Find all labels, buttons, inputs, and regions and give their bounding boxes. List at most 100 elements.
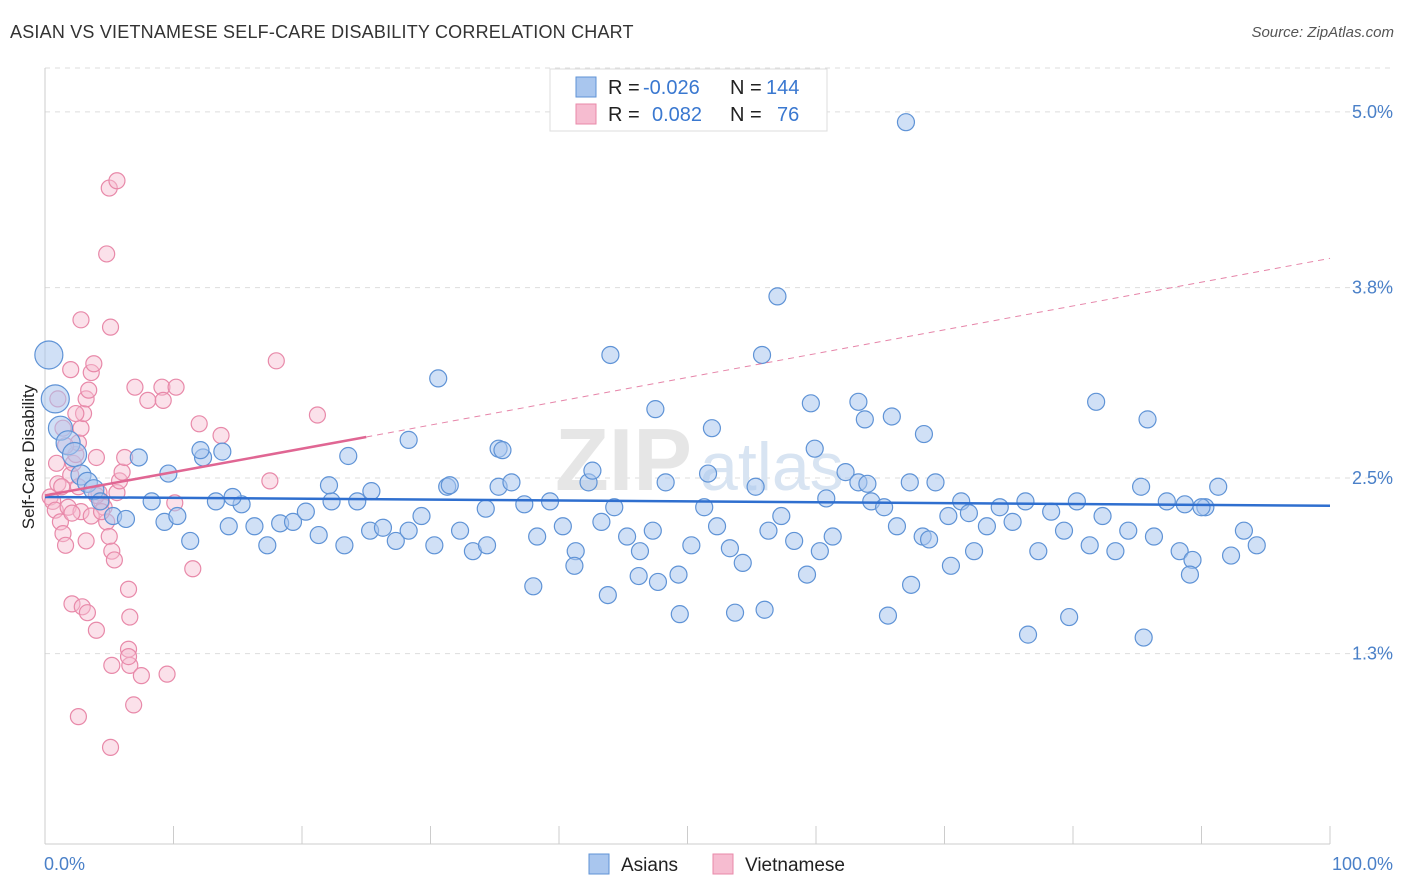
source-label: Source: ZipAtlas.com bbox=[1251, 24, 1394, 41]
asian-point bbox=[598, 585, 617, 605]
asian-point bbox=[1042, 502, 1061, 521]
asian-point bbox=[1134, 628, 1153, 647]
asian-point bbox=[669, 565, 688, 584]
asian-point bbox=[450, 521, 470, 540]
asian-point bbox=[283, 512, 303, 531]
asian-point bbox=[630, 542, 650, 561]
vietnamese-point bbox=[267, 352, 285, 370]
vietnamese-point bbox=[100, 527, 118, 546]
asian-point bbox=[219, 517, 238, 536]
asian-point bbox=[399, 521, 418, 540]
watermark-zip: ZIP bbox=[555, 410, 692, 509]
asian-point bbox=[1119, 521, 1138, 540]
legend-swatch-vietnamese bbox=[575, 103, 597, 125]
vietnamese-point bbox=[212, 426, 230, 445]
vietnamese-point bbox=[63, 595, 81, 613]
asian-point bbox=[733, 553, 752, 572]
asian-point bbox=[702, 419, 722, 438]
asian-point bbox=[1132, 477, 1151, 496]
asian-point bbox=[493, 441, 512, 460]
asian-point bbox=[1221, 546, 1241, 565]
asian-point bbox=[583, 461, 602, 480]
asian-point bbox=[682, 536, 701, 555]
vietnamese-point bbox=[108, 172, 126, 190]
vietnamese-point bbox=[119, 580, 138, 598]
asian-point bbox=[528, 527, 547, 546]
series-legend: Asians Vietnamese bbox=[588, 853, 845, 876]
vietnamese-point bbox=[63, 504, 81, 522]
asian-point bbox=[823, 527, 842, 546]
vietnamese-point bbox=[67, 404, 85, 423]
asian-point bbox=[887, 517, 907, 536]
asian-point bbox=[592, 512, 611, 531]
vietnamese-point bbox=[308, 406, 327, 424]
asian-point bbox=[772, 506, 791, 526]
vietnamese-point bbox=[105, 551, 123, 569]
asian-point bbox=[752, 345, 772, 365]
asian-point bbox=[129, 448, 148, 467]
asian-point bbox=[296, 502, 315, 521]
asian-trend-line bbox=[44, 495, 1331, 508]
asian-point bbox=[746, 477, 765, 496]
asian-point bbox=[618, 527, 637, 546]
correlation-legend: R = -0.026 N = 144 R = 0.082 N = 76 bbox=[549, 68, 828, 132]
legend-n-label-asians: N = bbox=[730, 77, 762, 99]
y-tick-label: 5.0% bbox=[1352, 102, 1393, 122]
vietnamese-point bbox=[121, 608, 139, 626]
asian-point bbox=[707, 517, 727, 536]
asian-point bbox=[875, 498, 894, 517]
bottom-legend-swatch-vietnamese bbox=[712, 853, 734, 875]
asian-point bbox=[878, 606, 898, 625]
asian-point bbox=[656, 473, 675, 492]
asian-point bbox=[319, 476, 339, 495]
asian-point bbox=[399, 430, 418, 449]
asian-point bbox=[801, 394, 820, 413]
asian-point bbox=[339, 446, 358, 466]
asian-point bbox=[759, 521, 778, 540]
asian-point bbox=[849, 392, 868, 411]
asian-point bbox=[805, 439, 824, 458]
asian-point bbox=[1093, 506, 1112, 526]
asian-point bbox=[1003, 512, 1022, 531]
vietnamese-point bbox=[125, 696, 143, 714]
bottom-legend-vietnamese: Vietnamese bbox=[745, 855, 845, 876]
asian-point bbox=[643, 521, 662, 540]
vietnamese-point bbox=[69, 708, 88, 726]
asian-point bbox=[836, 463, 855, 482]
asian-point bbox=[882, 407, 901, 426]
asian-point bbox=[605, 498, 624, 517]
asian-point bbox=[34, 340, 64, 370]
asian-point bbox=[939, 506, 958, 526]
asian-point bbox=[386, 531, 405, 551]
asian-point bbox=[565, 556, 584, 575]
axes bbox=[44, 68, 1331, 845]
y-tick-label: 1.3% bbox=[1352, 644, 1393, 664]
asian-point bbox=[191, 441, 210, 460]
asian-point bbox=[1180, 565, 1200, 584]
bottom-legend-asians: Asians bbox=[621, 855, 678, 876]
asian-point bbox=[1192, 498, 1211, 517]
vietnamese-point bbox=[261, 472, 279, 490]
vietnamese-point bbox=[154, 391, 172, 409]
legend-n-value-asians: 144 bbox=[766, 77, 799, 99]
asian-point bbox=[755, 600, 774, 619]
asian-point bbox=[601, 345, 620, 365]
asian-point bbox=[1016, 492, 1035, 511]
asian-point bbox=[698, 464, 718, 483]
asian-point bbox=[900, 473, 919, 492]
asian-point bbox=[1234, 521, 1254, 540]
vietnamese-point bbox=[119, 647, 138, 666]
asian-point bbox=[348, 492, 367, 511]
asian-point bbox=[797, 565, 817, 584]
chart-title: ASIAN VS VIETNAMESE SELF-CARE DISABILITY… bbox=[10, 22, 634, 42]
asian-point bbox=[245, 517, 264, 536]
asian-point bbox=[646, 400, 665, 419]
asian-point bbox=[425, 536, 444, 555]
asian-point bbox=[429, 369, 448, 388]
asian-point bbox=[373, 518, 393, 537]
asian-point bbox=[40, 384, 70, 414]
asian-point bbox=[964, 542, 984, 561]
legend-r-value-asians: -0.026 bbox=[643, 77, 700, 99]
vietnamese-point bbox=[56, 536, 75, 554]
